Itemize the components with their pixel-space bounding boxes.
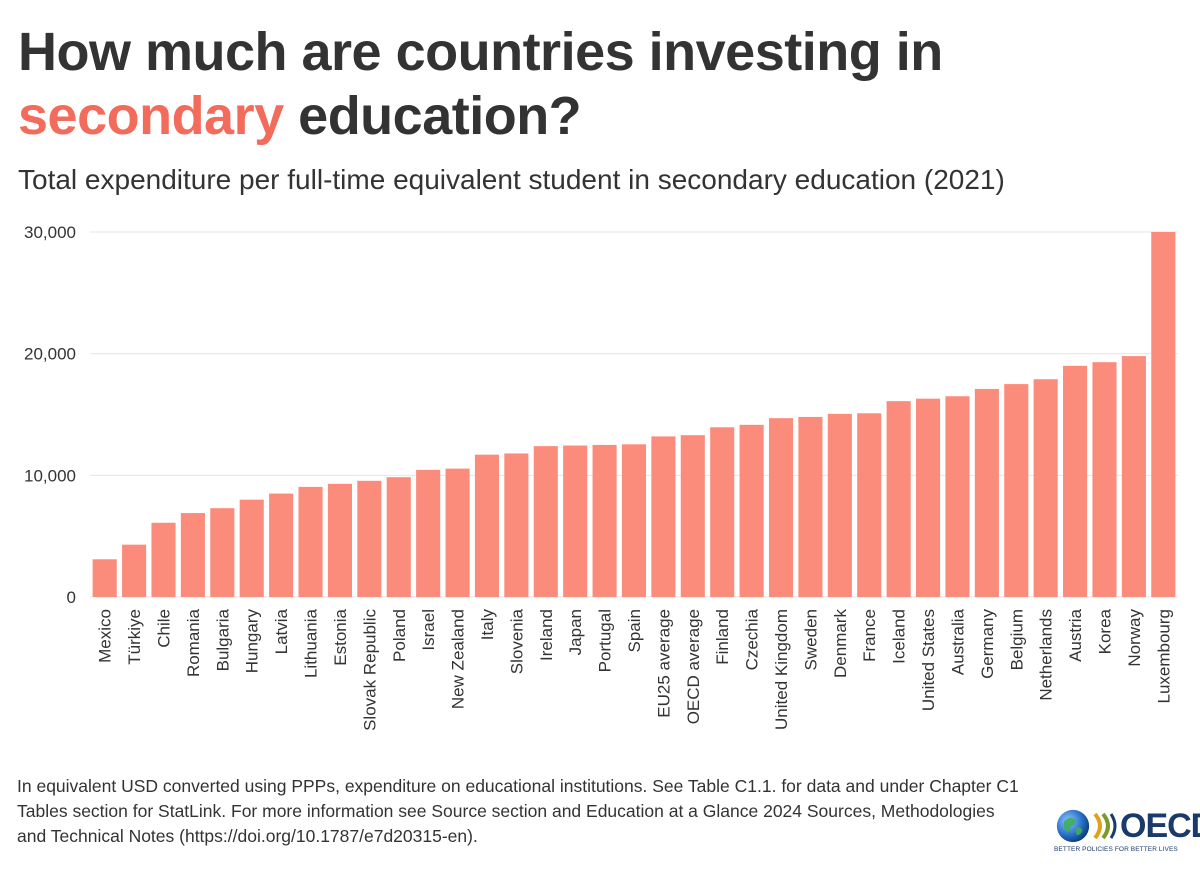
footnote: In equivalent USD converted using PPPs, … (17, 776, 1019, 846)
bar-united-kingdom (768, 418, 794, 597)
x-tick-label: Ireland (537, 609, 556, 661)
x-tick-label: Romania (184, 608, 203, 677)
bar-czechia (739, 424, 764, 597)
oecd-logo: OECD BETTER POLICIES FOR BETTER LIVES (1054, 806, 1200, 858)
bar-austria (1063, 365, 1088, 597)
x-tick-label: Mexico (96, 609, 115, 663)
bar-finland (710, 427, 735, 597)
y-tick-label: 20,000 (24, 345, 76, 364)
x-tick-label: Japan (566, 609, 585, 655)
y-tick-label: 30,000 (24, 223, 76, 242)
bar-germany (974, 388, 999, 597)
bar-oecd-average (680, 435, 705, 597)
x-tick-label: Lithuania (302, 608, 321, 678)
x-tick-label: Türkiye (125, 609, 144, 665)
bar-ireland (533, 446, 558, 597)
x-tick-label: France (860, 609, 879, 662)
logo-tagline: BETTER POLICIES FOR BETTER LIVES (1054, 846, 1178, 853)
x-tick-label: Netherlands (1037, 609, 1056, 701)
bar-united-states (916, 398, 941, 597)
globe-icon (1056, 809, 1090, 843)
bar-portugal (592, 444, 617, 597)
bars (92, 232, 1176, 597)
bar-poland (386, 477, 411, 597)
y-tick-label: 10,000 (24, 466, 76, 485)
bar-mexico (92, 559, 117, 597)
x-tick-label: Bulgaria (213, 608, 232, 671)
x-tick-label: Australia (948, 608, 967, 675)
x-tick-label: Korea (1095, 608, 1114, 654)
x-tick-label: Portugal (596, 609, 615, 672)
chart-subtitle: Total expenditure per full-time equivale… (18, 164, 1005, 195)
x-tick-label: Belgium (1007, 609, 1026, 670)
logo-wordmark: OECD (1120, 807, 1200, 845)
x-tick-label: Norway (1125, 609, 1144, 667)
x-tick-label: Denmark (831, 609, 850, 678)
bar-iceland (886, 401, 911, 597)
bar-israel (416, 469, 441, 597)
bar-slovenia (504, 453, 529, 597)
x-tick-label: EU25 average (654, 609, 673, 718)
bar-new-zealand (445, 468, 470, 597)
chart-title: How much are countries investing in seco… (18, 20, 1178, 148)
title-highlight: secondary (18, 86, 284, 146)
x-tick-label: New Zealand (449, 609, 468, 709)
x-tick-label: Slovenia (507, 608, 526, 674)
bar-slovak-republic (357, 480, 382, 597)
bar-lithuania (298, 486, 323, 597)
bar-norway (1121, 356, 1146, 597)
bar-latvia (269, 493, 294, 597)
x-tick-label: Germany (978, 609, 997, 679)
x-tick-label: Poland (390, 609, 409, 662)
x-tick-label: Luxembourg (1154, 609, 1173, 704)
bar-italy (474, 454, 500, 597)
bar-netherlands (1033, 379, 1058, 597)
x-tick-label: OECD average (684, 609, 703, 724)
x-axis-labels: Mexico Türkiye Chile Romania Bulgaria Hungary… (96, 608, 1174, 730)
title-part2: education? (298, 86, 582, 146)
bar-chile (151, 522, 176, 597)
x-tick-label: Latvia (272, 608, 291, 654)
x-tick-label: Hungary (243, 609, 262, 674)
bar-luxembourg (1151, 232, 1176, 597)
bar-sweden (798, 416, 823, 597)
bar-estonia (327, 483, 352, 597)
x-tick-label: Iceland (890, 609, 909, 664)
bar-australia (945, 396, 970, 597)
bar-eu25-average (651, 436, 676, 597)
bar-t-rkiye (122, 544, 147, 597)
x-tick-label: United States (919, 609, 938, 711)
title-part1: How much are countries investing in (18, 22, 943, 82)
bar-korea (1092, 362, 1117, 597)
bar-romania (180, 513, 205, 597)
bar-hungary (239, 499, 264, 597)
bar-japan (563, 445, 588, 597)
x-tick-label: Chile (155, 609, 174, 648)
x-tick-label: Sweden (801, 609, 820, 670)
x-tick-label: Czechia (743, 608, 762, 670)
bar-france (857, 413, 882, 597)
y-axis-ticks: 0 10,000 20,000 30,000 (24, 223, 76, 607)
bar-chart: 0 10,000 20,000 30,000 Mexico Türkiye Chile Ro… (24, 223, 1178, 731)
x-tick-label: Israel (419, 609, 438, 651)
x-tick-label: United Kingdom (772, 609, 791, 730)
x-tick-label: Austria (1066, 608, 1085, 661)
y-tick-label: 0 (67, 588, 76, 607)
x-tick-label: Estonia (331, 608, 350, 665)
x-tick-label: Finland (713, 609, 732, 665)
bar-denmark (827, 413, 852, 597)
bar-spain (621, 444, 647, 597)
swoosh-icon (1093, 812, 1117, 840)
x-tick-label: Slovak Republic (360, 609, 379, 731)
x-tick-label: Italy (478, 609, 497, 641)
x-tick-label: Spain (625, 609, 644, 652)
bar-bulgaria (210, 508, 235, 597)
bar-belgium (1004, 384, 1029, 597)
